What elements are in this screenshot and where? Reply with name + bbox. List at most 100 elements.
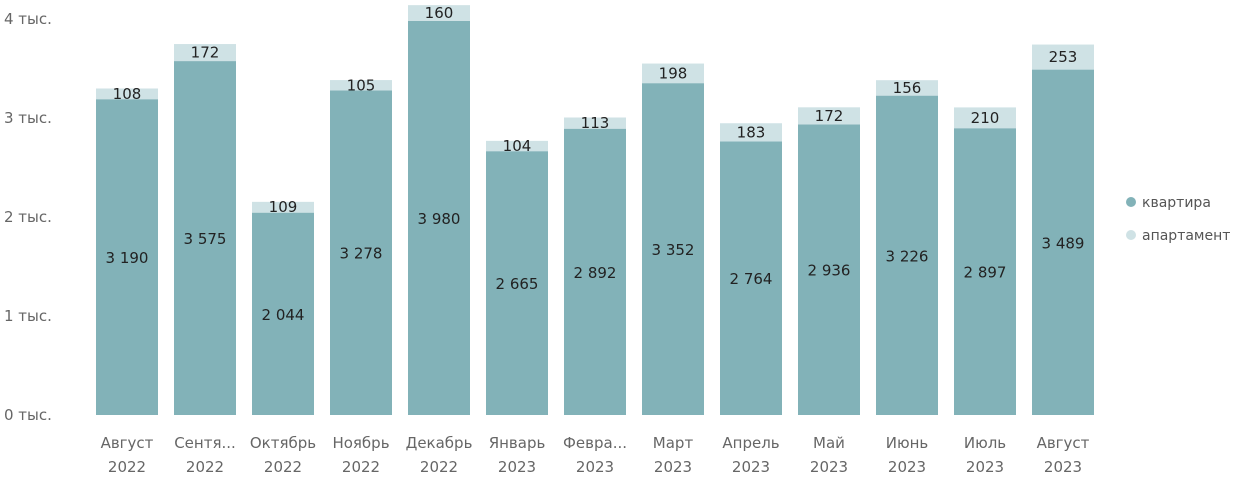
bars-group: 3 190 108 3 575 172 2 044 109 3 278 105 3 980 160… (96, 4, 1094, 416)
x-tick-label: Июль (964, 434, 1006, 452)
data-label-apartament: 113 (581, 114, 610, 132)
bar-kvartira[interactable] (252, 212, 314, 415)
bar-kvartira[interactable] (564, 128, 626, 415)
bar-apartament[interactable] (720, 123, 782, 142)
data-label-kvartira: 3 980 (418, 210, 461, 228)
data-label-apartament: 156 (893, 79, 922, 97)
x-axis: Август 2022 Сентя... 2022 Октябрь 2022 Ноябрь 2… (101, 434, 1090, 476)
x-tick-label: Ноябрь (332, 434, 389, 452)
bar-stack[interactable]: 2 897 210 (954, 107, 1016, 415)
legend-marker (1126, 197, 1136, 207)
legend-marker (1126, 230, 1136, 240)
data-label-kvartira: 3 352 (652, 241, 695, 259)
bar-stack[interactable]: 2 665 104 (486, 137, 548, 416)
bar-apartament[interactable] (876, 80, 938, 96)
x-tick-label: Февра... (563, 434, 627, 452)
bar-apartament[interactable] (1032, 44, 1094, 70)
y-tick-label: 4 тыс. (4, 10, 52, 28)
x-tick-label: Июнь (886, 434, 929, 452)
data-label-kvartira: 2 892 (574, 264, 617, 282)
data-label-kvartira: 2 936 (808, 262, 851, 280)
bar-apartament[interactable] (954, 107, 1016, 129)
bar-stack[interactable]: 3 980 160 (408, 4, 470, 415)
data-label-apartament: 105 (347, 76, 376, 94)
bar-kvartira[interactable] (174, 61, 236, 415)
legend-item[interactable]: апартамент (1126, 228, 1230, 244)
legend-label: апартамент (1142, 228, 1230, 244)
data-label-kvartira: 2 897 (964, 264, 1007, 282)
bar-apartament[interactable] (642, 63, 704, 84)
data-label-apartament: 210 (971, 109, 1000, 127)
data-label-apartament: 108 (113, 85, 142, 103)
bar-apartament[interactable] (252, 201, 314, 213)
x-tick-label: Август (101, 434, 154, 452)
x-tick-year: 2022 (420, 458, 458, 476)
y-axis: 0 тыс. 1 тыс. 2 тыс. 3 тыс. 4 тыс. (4, 10, 52, 424)
bar-apartament[interactable] (564, 117, 626, 129)
data-label-kvartira: 3 226 (886, 247, 929, 265)
x-tick-year: 2022 (264, 458, 302, 476)
data-label-apartament: 160 (425, 4, 454, 22)
x-tick-year: 2023 (810, 458, 848, 476)
legend[interactable]: квартира апартамент (1126, 195, 1230, 244)
bar-apartament[interactable] (174, 44, 236, 62)
bar-stack[interactable]: 3 489 253 (1032, 44, 1094, 416)
data-label-apartament: 253 (1049, 48, 1078, 66)
bar-apartament[interactable] (798, 107, 860, 125)
bar-kvartira[interactable] (954, 128, 1016, 415)
bar-stack[interactable]: 3 575 172 (174, 44, 236, 415)
x-tick-year: 2023 (888, 458, 926, 476)
x-tick-label: Март (653, 434, 694, 452)
x-tick-year: 2022 (342, 458, 380, 476)
bar-kvartira[interactable] (876, 95, 938, 415)
y-tick-label: 2 тыс. (4, 208, 52, 226)
bar-stack[interactable]: 2 044 109 (252, 198, 314, 415)
data-label-apartament: 183 (737, 123, 766, 141)
x-tick-label: Октябрь (250, 434, 316, 452)
bar-stack[interactable]: 3 226 156 (876, 79, 938, 415)
x-tick-label: Август (1037, 434, 1090, 452)
data-label-kvartira: 2 665 (496, 275, 539, 293)
bar-kvartira[interactable] (1032, 69, 1094, 416)
data-label-kvartira: 3 489 (1042, 234, 1085, 252)
bar-apartament[interactable] (408, 5, 470, 21)
data-label-kvartira: 3 190 (106, 249, 149, 267)
x-tick-label: Май (813, 434, 845, 452)
bar-stack[interactable]: 2 764 183 (720, 123, 782, 415)
x-tick-label: Декабрь (406, 434, 473, 452)
x-tick-label: Апрель (722, 434, 779, 452)
data-label-apartament: 172 (815, 107, 844, 125)
bar-kvartira[interactable] (408, 20, 470, 415)
legend-label: квартира (1142, 195, 1211, 211)
data-label-apartament: 198 (659, 64, 688, 82)
data-label-apartament: 109 (269, 198, 298, 216)
bar-stack[interactable]: 3 352 198 (642, 63, 704, 415)
x-tick-year: 2023 (1044, 458, 1082, 476)
legend-item[interactable]: квартира (1126, 195, 1211, 211)
bar-kvartira[interactable] (720, 141, 782, 415)
data-label-apartament: 172 (191, 44, 220, 62)
bar-apartament[interactable] (330, 80, 392, 91)
bar-kvartira[interactable] (486, 151, 548, 416)
y-tick-label: 1 тыс. (4, 307, 52, 325)
bar-apartament[interactable] (96, 88, 158, 100)
bar-apartament[interactable] (486, 140, 548, 152)
bar-stack[interactable]: 2 936 172 (798, 107, 860, 415)
bar-kvartira[interactable] (798, 124, 860, 415)
data-label-apartament: 104 (503, 137, 532, 155)
x-tick-label: Январь (489, 434, 546, 452)
data-label-kvartira: 2 044 (262, 306, 305, 324)
x-tick-year: 2023 (732, 458, 770, 476)
bar-stack[interactable]: 2 892 113 (564, 114, 626, 415)
bar-stack[interactable]: 3 278 105 (330, 76, 392, 415)
bar-stack[interactable]: 3 190 108 (96, 85, 158, 415)
x-tick-year: 2023 (966, 458, 1004, 476)
x-tick-label: Сентя... (174, 434, 236, 452)
bar-kvartira[interactable] (96, 99, 158, 415)
bar-kvartira[interactable] (642, 83, 704, 415)
y-tick-label: 3 тыс. (4, 109, 52, 127)
bar-kvartira[interactable] (330, 90, 392, 415)
x-tick-year: 2023 (498, 458, 536, 476)
x-tick-year: 2023 (576, 458, 614, 476)
